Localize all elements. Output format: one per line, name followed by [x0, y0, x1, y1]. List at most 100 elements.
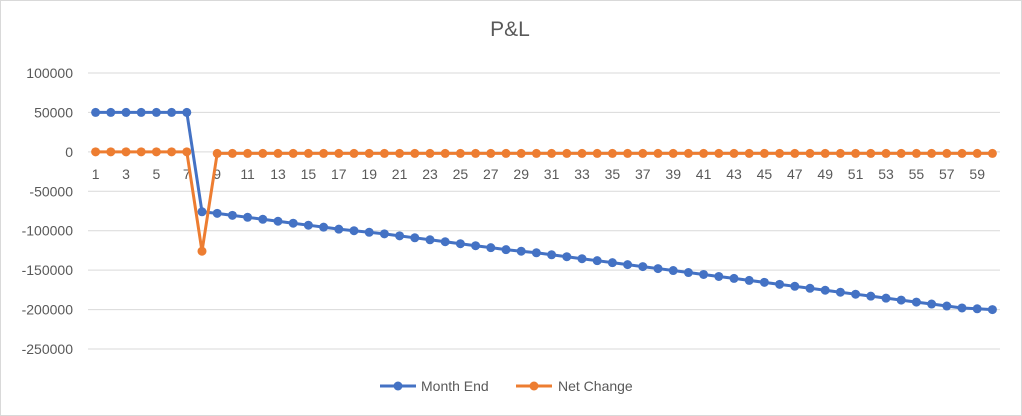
data-point: [911, 148, 921, 158]
data-point: [729, 273, 739, 283]
y-tick-label: 100000: [26, 65, 73, 81]
data-point: [820, 285, 830, 295]
data-point: [106, 147, 116, 157]
data-point: [379, 148, 389, 158]
x-tick-label: 23: [422, 166, 438, 182]
data-point: [896, 295, 906, 305]
data-point: [410, 148, 420, 158]
data-point: [623, 260, 633, 270]
data-point: [592, 148, 602, 158]
data-point: [896, 148, 906, 158]
data-point: [562, 148, 572, 158]
x-tick-label: 59: [969, 166, 985, 182]
data-point: [866, 291, 876, 301]
x-tick-label: 45: [757, 166, 773, 182]
data-point: [151, 107, 161, 117]
data-point: [136, 107, 146, 117]
data-point: [729, 148, 739, 158]
data-point: [714, 148, 724, 158]
data-point: [699, 269, 709, 279]
data-point: [182, 107, 192, 117]
data-point: [866, 148, 876, 158]
data-point: [547, 250, 557, 260]
series-lines: [91, 107, 997, 315]
data-point: [410, 233, 420, 243]
data-point: [395, 231, 405, 241]
data-point: [501, 148, 511, 158]
x-tick-label: 27: [483, 166, 499, 182]
data-point: [668, 148, 678, 158]
data-point: [881, 293, 891, 303]
data-point: [212, 148, 222, 158]
data-point: [987, 305, 997, 315]
data-point: [683, 148, 693, 158]
data-point: [942, 301, 952, 311]
data-point: [927, 148, 937, 158]
data-point: [744, 148, 754, 158]
data-point: [334, 224, 344, 234]
data-point: [151, 147, 161, 157]
x-tick-label: 43: [726, 166, 742, 182]
data-point: [638, 262, 648, 272]
data-point: [820, 148, 830, 158]
data-point: [425, 235, 435, 245]
data-point: [851, 289, 861, 299]
x-tick-label: 47: [787, 166, 803, 182]
x-axis-tick-labels: 1 3 5 7 9 11 13 15 17 19 21 23 25 27 29 31 33 35 37 39 41 43 4…: [92, 166, 985, 182]
data-point: [91, 107, 101, 117]
data-point: [455, 148, 465, 158]
data-point: [592, 256, 602, 266]
data-point: [653, 148, 663, 158]
data-point: [273, 216, 283, 226]
x-tick-label: 3: [122, 166, 130, 182]
data-point: [531, 148, 541, 158]
data-point: [942, 148, 952, 158]
data-point: [121, 107, 131, 117]
data-point: [121, 147, 131, 157]
data-point: [759, 148, 769, 158]
data-point: [835, 148, 845, 158]
y-tick-label: -100000: [22, 223, 74, 239]
data-point: [927, 299, 937, 309]
data-point: [653, 264, 663, 274]
data-point: [243, 212, 253, 222]
data-point: [516, 148, 526, 158]
data-point: [972, 148, 982, 158]
data-point: [851, 148, 861, 158]
data-point: [638, 148, 648, 158]
y-tick-label: 50000: [34, 104, 73, 120]
data-point: [683, 268, 693, 278]
data-point: [805, 148, 815, 158]
data-point: [775, 148, 785, 158]
data-point: [471, 148, 481, 158]
data-point: [790, 148, 800, 158]
data-point: [957, 148, 967, 158]
data-point: [957, 303, 967, 313]
x-tick-label: 41: [696, 166, 712, 182]
data-point: [303, 148, 313, 158]
data-point: [364, 227, 374, 237]
legend: Month End Net Change: [380, 378, 633, 394]
data-point: [547, 148, 557, 158]
data-point: [425, 148, 435, 158]
data-point: [136, 147, 146, 157]
data-point: [288, 148, 298, 158]
data-point: [319, 148, 329, 158]
x-tick-label: 29: [513, 166, 529, 182]
legend-item: Net Change: [516, 378, 633, 394]
data-point: [167, 147, 177, 157]
series-line: [95, 110, 993, 312]
data-point: [212, 208, 222, 218]
data-point: [699, 148, 709, 158]
data-point: [714, 271, 724, 281]
data-point: [243, 148, 253, 158]
data-point: [486, 243, 496, 253]
x-tick-label: 35: [605, 166, 621, 182]
legend-swatch-marker: [393, 381, 403, 391]
x-tick-label: 9: [213, 166, 221, 182]
data-point: [379, 229, 389, 239]
data-point: [258, 148, 268, 158]
y-axis-tick-labels: 100000 50000 0 -50000 -100000 -150000 -200000 -…: [22, 65, 74, 357]
data-point: [881, 148, 891, 158]
